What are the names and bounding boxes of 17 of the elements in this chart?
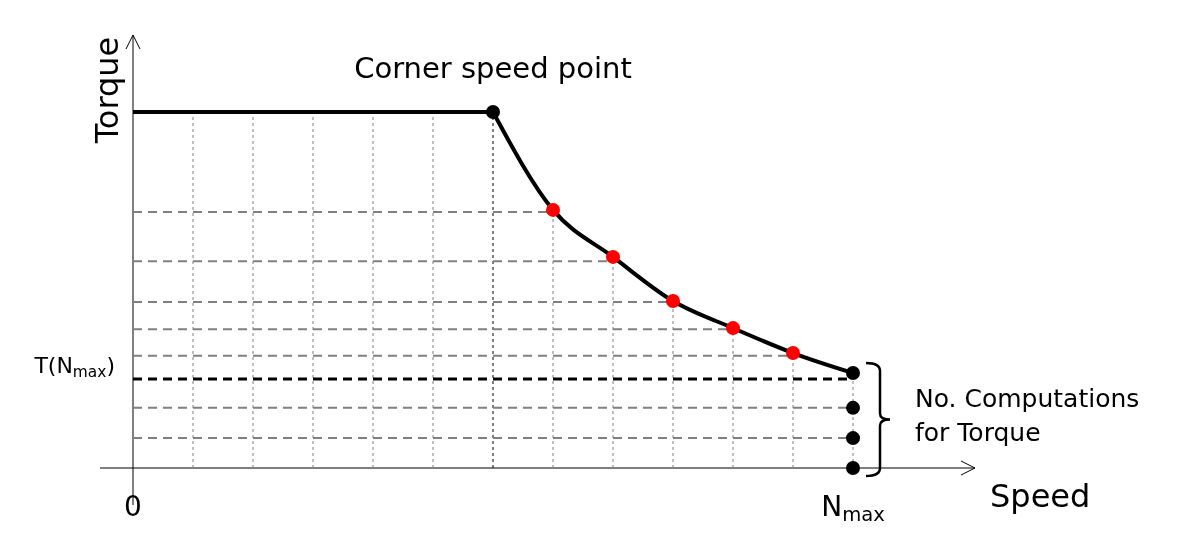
point <box>486 105 500 119</box>
text: No. Computations for Torque <box>915 384 1140 448</box>
x-tick-label: 0 <box>124 490 142 523</box>
point <box>846 461 860 475</box>
x-axis-title: Speed <box>990 477 1091 515</box>
point <box>786 346 800 361</box>
y-axis-title: Torque <box>88 36 126 145</box>
point <box>666 294 680 309</box>
point <box>846 365 860 380</box>
point <box>846 400 860 415</box>
ref-line-label: T(N$_{max}$) <box>33 353 115 381</box>
point <box>606 249 620 264</box>
annotation: Corner speed point <box>354 51 632 85</box>
point <box>546 202 560 217</box>
x-tick-label: N$_{max}$ <box>821 490 885 526</box>
point <box>846 431 860 446</box>
point <box>726 321 740 336</box>
